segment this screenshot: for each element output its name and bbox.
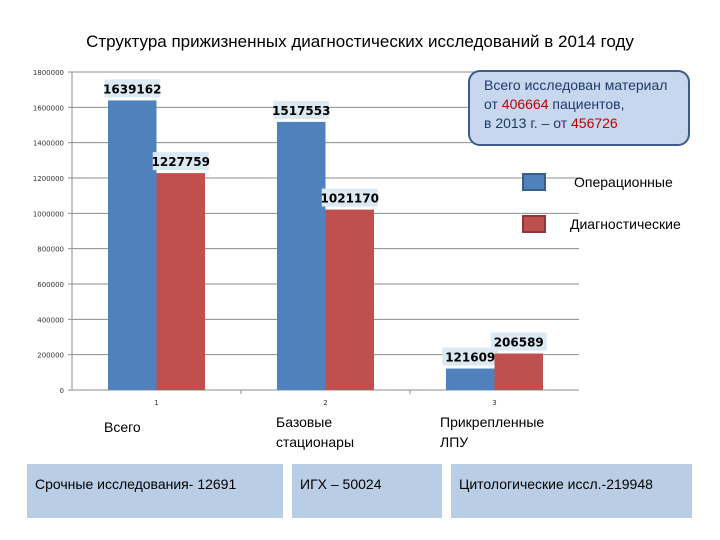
y-tick-label: 0	[60, 387, 64, 395]
note-text: пациентов,	[548, 96, 625, 112]
legend-operational: Операционные	[522, 173, 673, 191]
data-label-background	[273, 100, 330, 119]
note-text: в 2013 г. – от	[484, 115, 571, 131]
bar-operational-1	[108, 100, 157, 391]
y-tick-label: 1800000	[33, 69, 64, 77]
y-tick-label: 400000	[37, 316, 64, 324]
cytology-box: Цитологические иссл.-219948	[451, 464, 692, 518]
y-tick-label: 600000	[37, 281, 64, 289]
data-label: 206589	[494, 336, 544, 350]
data-label-background	[321, 188, 378, 207]
urgent-studies-box: Срочные исследования- 12691	[27, 464, 283, 518]
category-caption-attached-clinics: Прикрепленные ЛПУ	[440, 414, 545, 450]
note-text: от	[484, 96, 502, 112]
data-label: 1021170	[321, 192, 379, 206]
data-label: 1227759	[152, 155, 210, 169]
data-label: 121609	[445, 351, 495, 365]
summary-note: Всего исследован материал от 406664 паци…	[468, 70, 690, 146]
bar-operational-3	[446, 368, 495, 390]
legend-diagnostic: Диагностические	[522, 215, 681, 233]
x-tick-label: 1	[154, 399, 158, 407]
y-tick-label: 1400000	[33, 140, 64, 148]
data-label-background	[152, 152, 209, 171]
bar-diagnostic-3	[494, 353, 543, 390]
y-tick-label: 200000	[37, 352, 64, 360]
category-caption-base-hospitals: Базовые стационары	[276, 414, 355, 450]
legend-label: Операционные	[574, 174, 673, 190]
legend-label: Диагностические	[570, 216, 681, 232]
bar-diagnostic-1	[156, 173, 205, 390]
y-tick-label: 800000	[37, 246, 64, 254]
bar-diagnostic-2	[325, 209, 374, 390]
x-tick-label: 2	[323, 399, 327, 407]
bar-operational-2	[277, 121, 326, 390]
data-label-background	[490, 332, 547, 351]
data-label: 1639162	[103, 82, 161, 96]
slide-title: Структура прижизненных диагностических и…	[86, 32, 634, 51]
data-label-background	[442, 347, 499, 366]
category-caption-total: Всего	[104, 419, 141, 435]
note-line-2: от 406664 пациентов,	[484, 95, 688, 114]
x-tick-label: 3	[492, 399, 496, 407]
data-label-background	[104, 79, 161, 98]
y-tick-label: 1000000	[33, 210, 64, 218]
note-patients-2013: 456726	[571, 115, 618, 131]
data-label: 1517553	[272, 104, 330, 118]
note-patients-2014: 406664	[501, 96, 549, 112]
ihc-box: ИГХ – 50024	[292, 464, 442, 518]
y-tick-label: 1600000	[33, 104, 64, 112]
legend-swatch-blue	[522, 173, 546, 191]
legend-swatch-red	[522, 215, 546, 233]
note-line-1: Всего исследован материал	[484, 77, 668, 93]
note-line-3: в 2013 г. – от 456726	[484, 114, 688, 133]
y-tick-label: 1200000	[33, 175, 64, 183]
